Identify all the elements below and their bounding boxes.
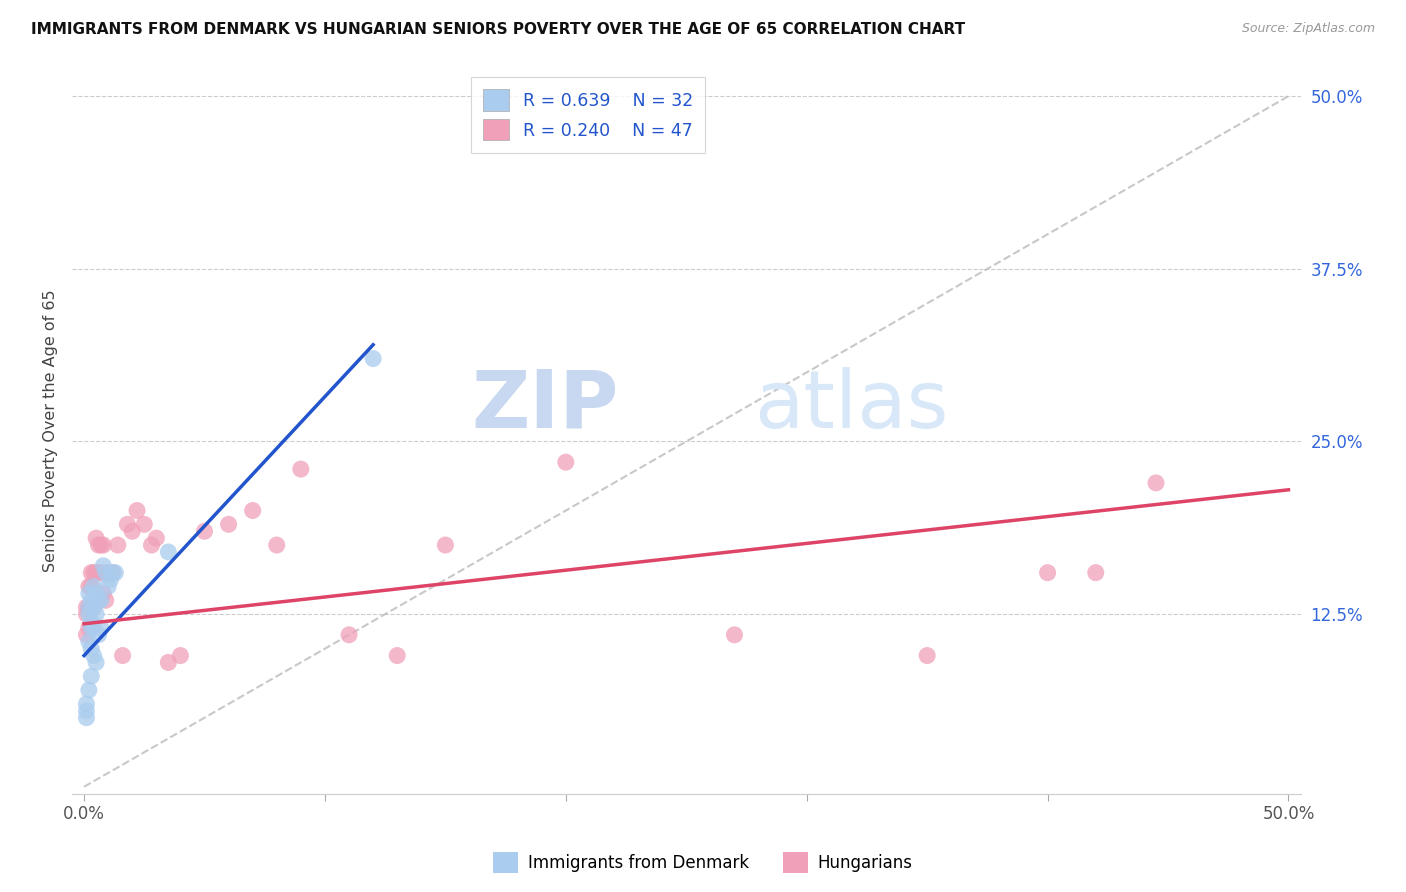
Point [87,566,110,580]
Point [83,648,105,663]
Point [107,538,129,552]
Point [91,538,114,552]
Point [91,558,114,573]
Point [1144,475,1167,490]
Point [141,538,163,552]
Point [80,669,103,683]
Point [80,641,103,656]
Point [77,600,100,615]
Point [1036,566,1059,580]
Point [117,517,139,532]
Point [337,628,360,642]
Text: atlas: atlas [754,367,948,445]
Point [134,517,156,532]
Point [84,566,107,580]
Legend: R = 0.639    N = 32, R = 0.240    N = 47: R = 0.639 N = 32, R = 0.240 N = 47 [471,78,706,153]
Point [104,566,127,580]
Point [91,586,114,600]
Point [77,607,100,621]
Point [97,579,120,593]
Point [80,579,103,593]
Point [1084,566,1107,580]
Point [125,503,148,517]
Point [361,351,384,366]
Legend: Immigrants from Denmark, Hungarians: Immigrants from Denmark, Hungarians [486,846,920,880]
Point [387,648,409,663]
Point [75,711,97,725]
Point [84,586,107,600]
Point [290,462,312,476]
Point [77,600,100,615]
Point [121,524,143,539]
Point [90,593,112,607]
Point [94,566,117,580]
Point [77,683,100,698]
Point [80,566,103,580]
Point [87,538,110,552]
Point [723,628,745,642]
Point [434,538,457,552]
Point [87,628,110,642]
Point [83,600,105,615]
Point [218,517,240,532]
Text: ZIP: ZIP [471,367,619,445]
Point [75,697,97,711]
Point [193,524,215,539]
Point [90,621,112,635]
Point [90,566,112,580]
Point [80,593,103,607]
Point [77,634,100,648]
Point [100,573,122,587]
Point [80,621,103,635]
Point [83,621,105,635]
Point [94,593,117,607]
Point [75,704,97,718]
Point [145,531,167,545]
Point [242,503,264,517]
Point [554,455,576,469]
Point [84,656,107,670]
Point [83,600,105,615]
Point [80,614,103,628]
Point [75,607,97,621]
Point [77,621,100,635]
Y-axis label: Seniors Poverty Over the Age of 65: Seniors Poverty Over the Age of 65 [44,290,58,573]
Point [84,531,107,545]
Point [75,600,97,615]
Point [97,566,120,580]
Point [84,607,107,621]
Point [101,566,124,580]
Text: Source: ZipAtlas.com: Source: ZipAtlas.com [1241,22,1375,36]
Point [80,621,103,635]
Point [266,538,288,552]
Point [77,579,100,593]
Point [157,656,180,670]
Point [83,566,105,580]
Point [157,545,180,559]
Text: IMMIGRANTS FROM DENMARK VS HUNGARIAN SENIORS POVERTY OVER THE AGE OF 65 CORRELAT: IMMIGRANTS FROM DENMARK VS HUNGARIAN SEN… [31,22,965,37]
Point [75,628,97,642]
Point [111,648,134,663]
Point [169,648,191,663]
Point [90,538,112,552]
Point [87,593,110,607]
Point [77,586,100,600]
Point [101,566,124,580]
Point [83,579,105,593]
Point [80,600,103,615]
Point [915,648,938,663]
